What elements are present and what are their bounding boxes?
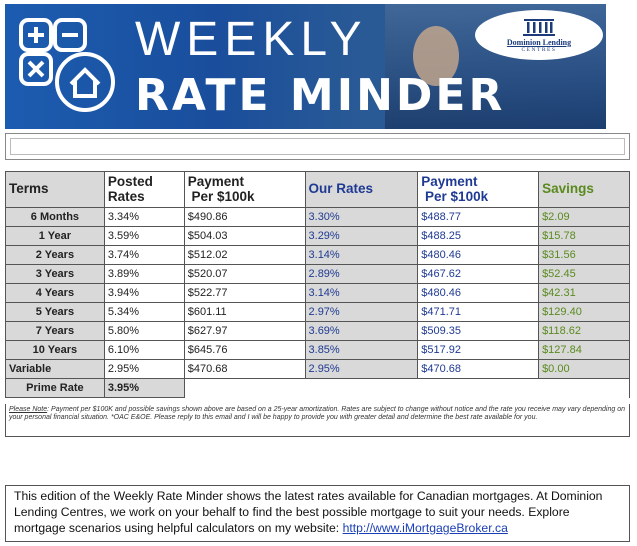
- table-row: 2 Years 3.74% $512.02 3.14% $480.46 $31.56: [5, 245, 630, 265]
- header-payment: Payment Per $100k: [183, 171, 306, 208]
- payment-cell: $645.76: [183, 340, 306, 360]
- payment-cell: $601.11: [183, 302, 306, 322]
- savings-cell: $129.40: [538, 302, 630, 322]
- posted-rate-cell: 3.89%: [103, 264, 185, 284]
- disclaimer-note: Please Note: Payment per $100K and possi…: [5, 404, 630, 437]
- our-payment-cell: $480.46: [417, 283, 540, 303]
- our-payment-cell: $517.92: [417, 340, 540, 360]
- our-payment-cell: $488.77: [417, 207, 540, 227]
- note-label: Please Note: [9, 406, 48, 413]
- prime-rate-value: 3.95%: [103, 378, 185, 398]
- savings-cell: $31.56: [538, 245, 630, 265]
- savings-cell: $0.00: [538, 359, 630, 379]
- our-rate-cell: 3.14%: [304, 245, 419, 265]
- table-row: 5 Years 5.34% $601.11 2.97% $471.71 $129.40: [5, 302, 630, 322]
- payment-cell: $470.68: [183, 359, 306, 379]
- pillars-logo-icon: [523, 19, 555, 36]
- blurb-text: This edition of the Weekly Rate Minder s…: [14, 489, 603, 535]
- header-banner: WEEKLY RATE MINDER Dominion Lending CENT…: [5, 4, 606, 129]
- calculator-icon: [19, 18, 115, 112]
- our-payment-cell: $480.46: [417, 245, 540, 265]
- posted-rate-cell: 5.80%: [103, 321, 185, 341]
- brand-subtitle: CENTRES: [521, 47, 557, 53]
- posted-rate-cell: 3.59%: [103, 226, 185, 246]
- payment-cell: $504.03: [183, 226, 306, 246]
- posted-rate-cell: 3.74%: [103, 245, 185, 265]
- table-header-row: Terms Posted Rates Payment Per $100k Our …: [5, 171, 630, 208]
- savings-cell: $2.09: [538, 207, 630, 227]
- table-row: 7 Years 5.80% $627.97 3.69% $509.35 $118.62: [5, 321, 630, 341]
- term-cell: 10 Years: [5, 340, 105, 360]
- our-payment-cell: $488.25: [417, 226, 540, 246]
- table-row: Variable 2.95% $470.68 2.95% $470.68 $0.00: [5, 359, 630, 379]
- payment-cell: $512.02: [183, 245, 306, 265]
- empty-banner-inner: [10, 138, 625, 155]
- savings-cell: $118.62: [538, 321, 630, 341]
- our-payment-cell: $471.71: [417, 302, 540, 322]
- prime-rate-row: Prime Rate 3.95%: [5, 378, 631, 398]
- header-terms: Terms: [5, 171, 105, 208]
- title-weekly: WEEKLY: [135, 13, 368, 66]
- table-row: 4 Years 3.94% $522.77 3.14% $480.46 $42.31: [5, 283, 630, 303]
- payment-cell: $520.07: [183, 264, 306, 284]
- header-posted-rates: Posted Rates: [103, 171, 185, 208]
- term-cell: 7 Years: [5, 321, 105, 341]
- savings-cell: $52.45: [538, 264, 630, 284]
- payment-cell: $490.86: [183, 207, 306, 227]
- term-cell: 2 Years: [5, 245, 105, 265]
- our-payment-cell: $470.68: [417, 359, 540, 379]
- prime-rate-blank: [183, 378, 631, 398]
- header-savings: Savings: [538, 171, 630, 208]
- header-our-rates: Our Rates: [304, 171, 419, 208]
- title-rate-minder: RATE MINDER: [135, 70, 506, 121]
- term-cell: 4 Years: [5, 283, 105, 303]
- our-payment-cell: $509.35: [417, 321, 540, 341]
- savings-cell: $42.31: [538, 283, 630, 303]
- our-rate-cell: 3.30%: [304, 207, 419, 227]
- empty-banner-bar: [5, 133, 630, 160]
- note-text: : Payment per $100K and possible savings…: [9, 406, 625, 422]
- our-payment-cell: $467.62: [417, 264, 540, 284]
- table-row: 10 Years 6.10% $645.76 3.85% $517.92 $127.84: [5, 340, 630, 360]
- our-rate-cell: 2.95%: [304, 359, 419, 379]
- payment-cell: $522.77: [183, 283, 306, 303]
- header-our-payment: Payment Per $100k: [417, 171, 540, 208]
- our-rate-cell: 3.14%: [304, 283, 419, 303]
- brand-name: Dominion Lending: [506, 38, 572, 47]
- term-cell: 5 Years: [5, 302, 105, 322]
- posted-rate-cell: 3.34%: [103, 207, 185, 227]
- posted-rate-cell: 5.34%: [103, 302, 185, 322]
- term-cell: 3 Years: [5, 264, 105, 284]
- our-rate-cell: 2.89%: [304, 264, 419, 284]
- our-rate-cell: 3.69%: [304, 321, 419, 341]
- prime-rate-label: Prime Rate: [5, 378, 105, 398]
- posted-rate-cell: 2.95%: [103, 359, 185, 379]
- term-cell: 1 Year: [5, 226, 105, 246]
- rates-table: Terms Posted Rates Payment Per $100k Our …: [5, 171, 631, 398]
- website-link[interactable]: http://www.iMortgageBroker.ca: [342, 520, 508, 535]
- broker-photo: [413, 26, 459, 86]
- payment-cell: $627.97: [183, 321, 306, 341]
- dominion-lending-logo[interactable]: Dominion Lending CENTRES: [475, 10, 603, 60]
- term-cell: Variable: [5, 359, 105, 379]
- table-row: 3 Years 3.89% $520.07 2.89% $467.62 $52.45: [5, 264, 630, 284]
- table-row: 1 Year 3.59% $504.03 3.29% $488.25 $15.78: [5, 226, 630, 246]
- posted-rate-cell: 3.94%: [103, 283, 185, 303]
- savings-cell: $127.84: [538, 340, 630, 360]
- table-row: 6 Months 3.34% $490.86 3.30% $488.77 $2.09: [5, 207, 630, 227]
- posted-rate-cell: 6.10%: [103, 340, 185, 360]
- our-rate-cell: 3.29%: [304, 226, 419, 246]
- info-blurb: This edition of the Weekly Rate Minder s…: [5, 485, 630, 542]
- our-rate-cell: 3.85%: [304, 340, 419, 360]
- term-cell: 6 Months: [5, 207, 105, 227]
- our-rate-cell: 2.97%: [304, 302, 419, 322]
- savings-cell: $15.78: [538, 226, 630, 246]
